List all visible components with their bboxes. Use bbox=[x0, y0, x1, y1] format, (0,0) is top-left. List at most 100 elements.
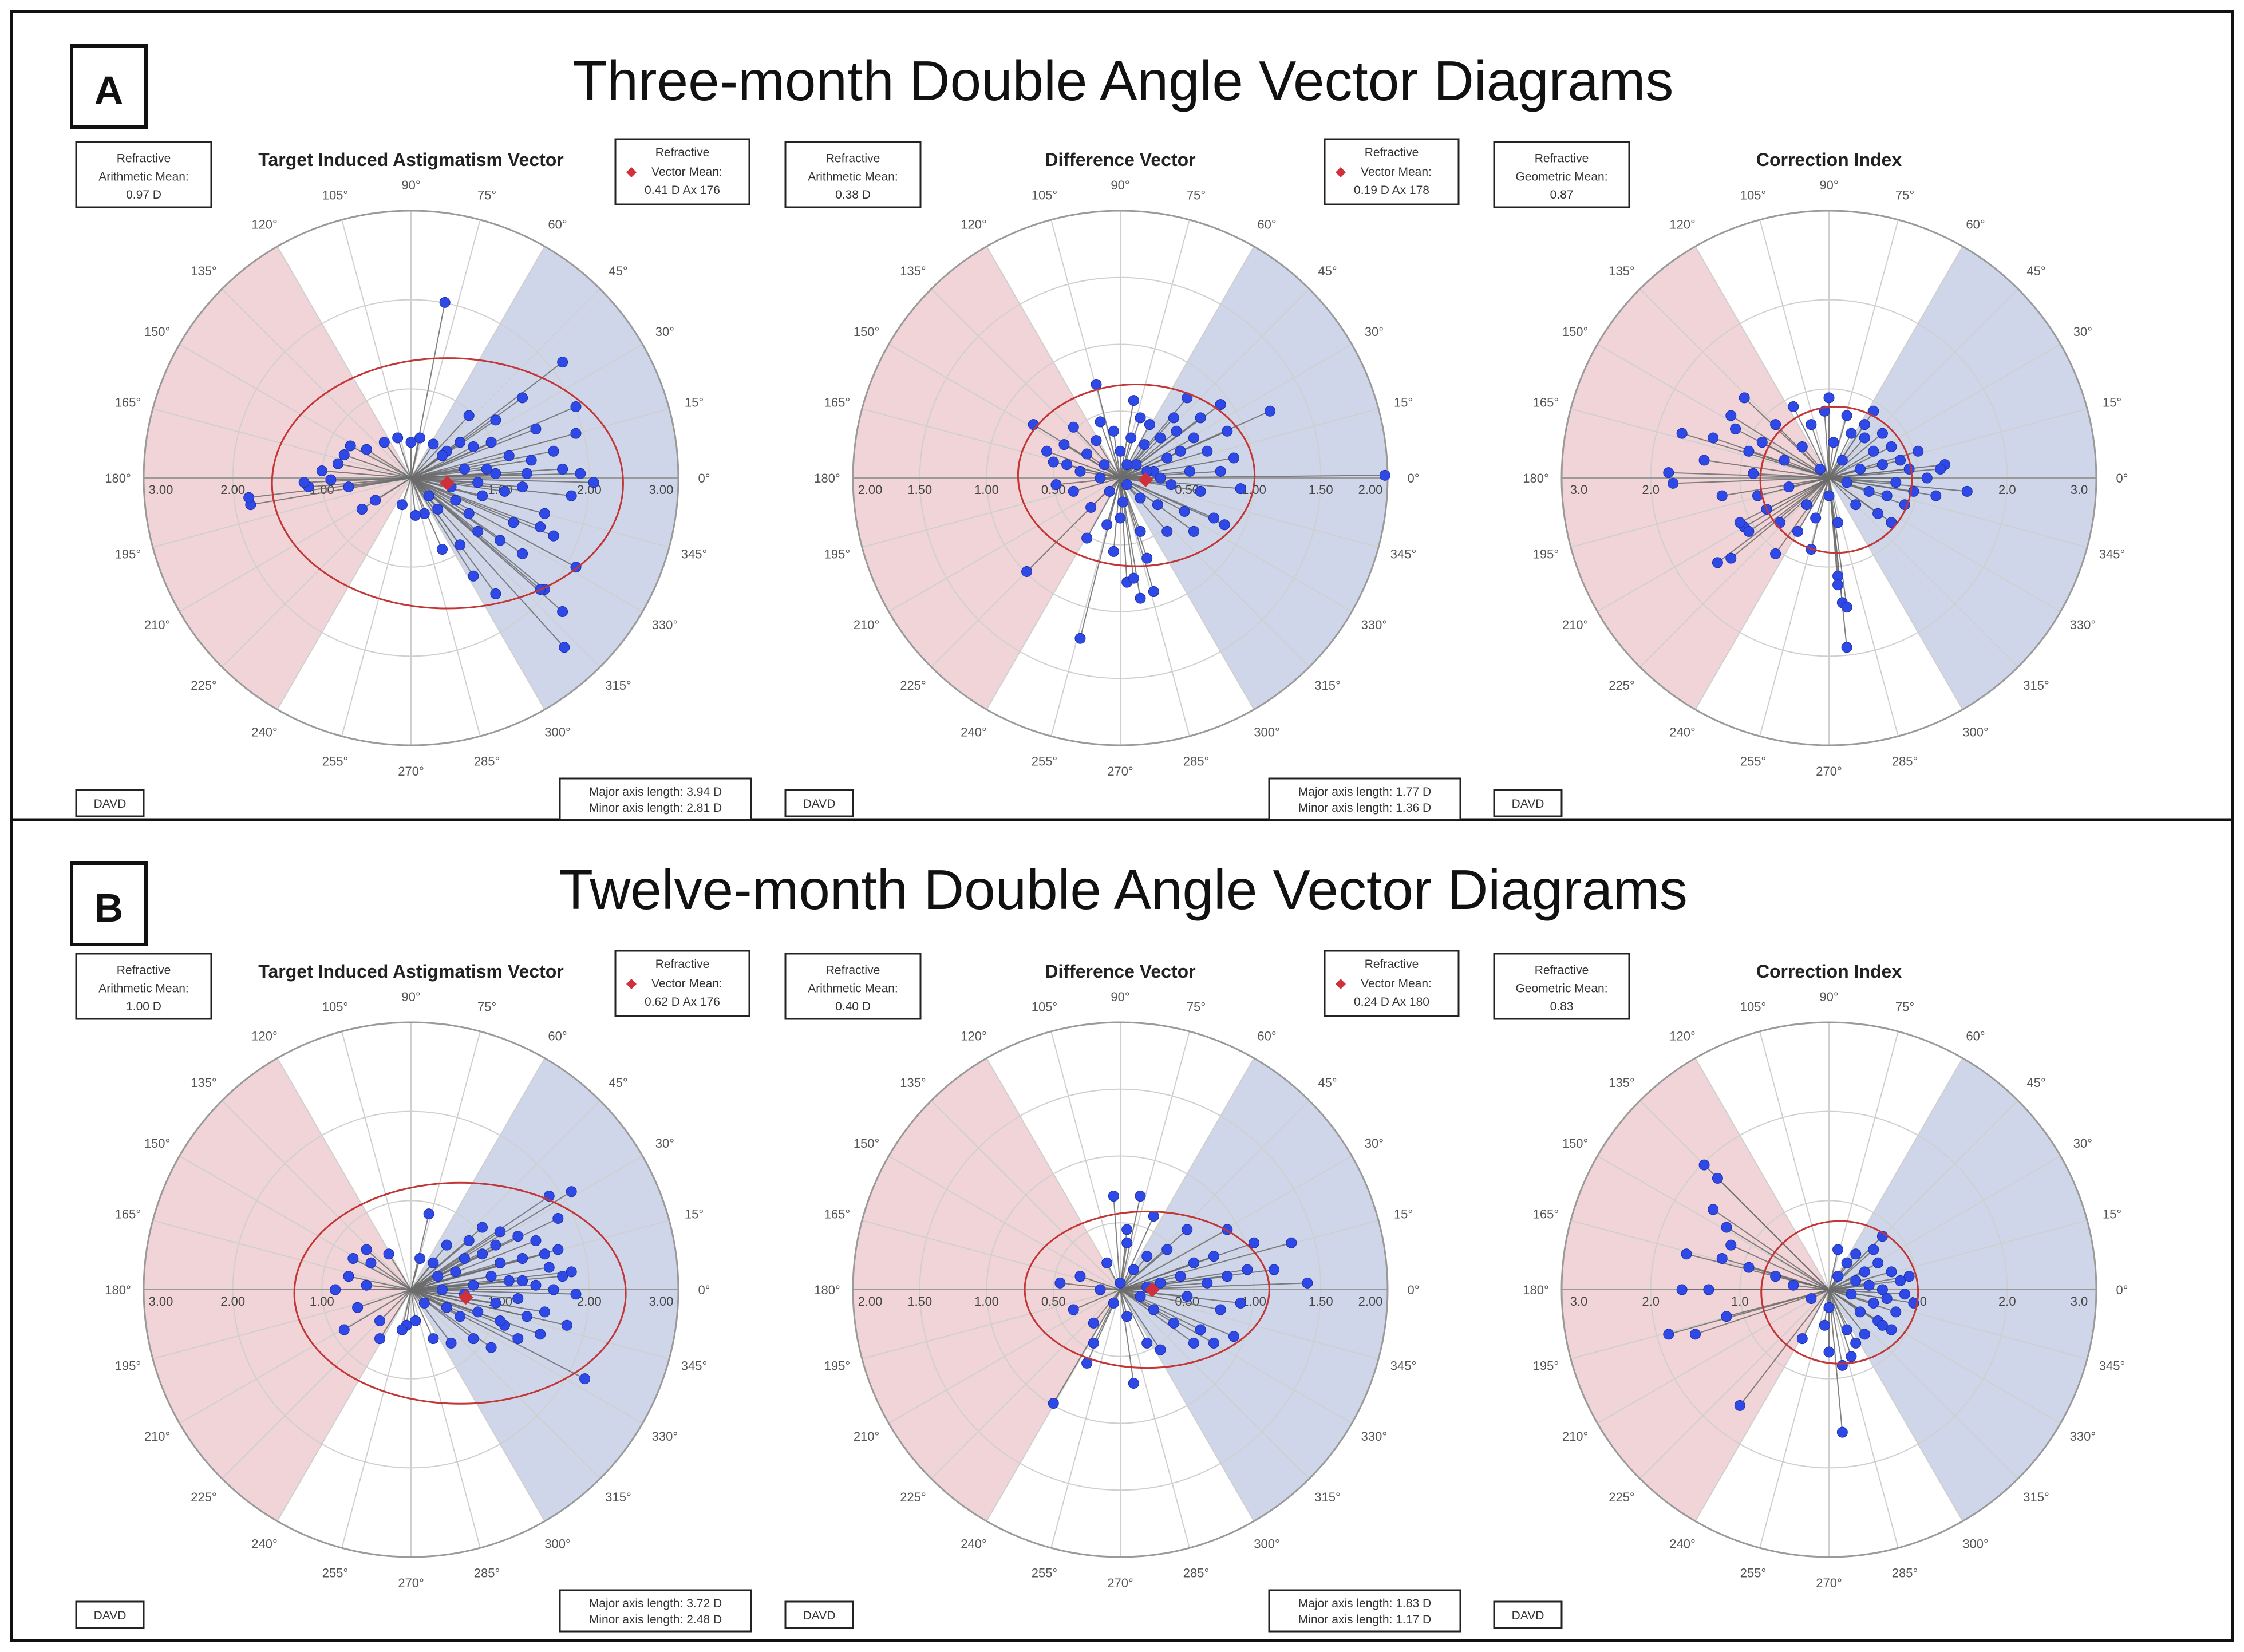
grid-spoke bbox=[1597, 1289, 1830, 1424]
vector-mean-line: Vector Mean: bbox=[651, 165, 722, 179]
data-point bbox=[1886, 441, 1897, 453]
vector-line bbox=[1120, 437, 1194, 479]
chart-three-month-3: 0° 15° 30° 45° 60° 75° 90° 105° 120° 135° 150° 165°… bbox=[1493, 141, 2128, 817]
data-point bbox=[477, 1248, 488, 1260]
data-point bbox=[1899, 1289, 1910, 1300]
vector-line bbox=[410, 477, 474, 576]
data-point bbox=[1135, 412, 1146, 424]
data-point bbox=[423, 1208, 434, 1220]
data-point bbox=[1182, 1291, 1193, 1302]
data-point bbox=[1155, 1344, 1166, 1355]
summary-box-frame bbox=[75, 141, 212, 208]
data-point bbox=[1850, 499, 1862, 511]
vector-line bbox=[410, 477, 505, 492]
radial-tick-label: 2.00 bbox=[220, 483, 245, 497]
confidence-ellipse bbox=[1017, 384, 1256, 567]
data-point bbox=[1876, 428, 1888, 439]
data-point bbox=[428, 1333, 439, 1345]
summary-box-line: Arithmetic Mean: bbox=[98, 170, 189, 183]
data-point bbox=[1128, 395, 1139, 406]
data-point bbox=[436, 544, 448, 555]
vector-line bbox=[410, 302, 446, 479]
angle-tick-label: 15° bbox=[1394, 1207, 1413, 1221]
angle-tick-label: 75° bbox=[1187, 188, 1206, 202]
data-point bbox=[1823, 490, 1835, 501]
summary-box-line: Arithmetic Mean: bbox=[808, 170, 898, 183]
data-point bbox=[1068, 421, 1079, 433]
data-point bbox=[1850, 1337, 1862, 1349]
vector-line bbox=[410, 1289, 500, 1322]
data-point bbox=[517, 392, 528, 404]
data-point bbox=[1131, 459, 1142, 471]
data-point bbox=[1141, 1337, 1153, 1349]
data-point bbox=[548, 445, 559, 457]
angle-tick-label: 180° bbox=[1523, 1283, 1549, 1297]
data-point bbox=[459, 1253, 470, 1264]
data-point bbox=[1716, 490, 1728, 501]
davd-box bbox=[1493, 1600, 1563, 1629]
angle-tick-label: 240° bbox=[251, 1536, 278, 1551]
grid-spoke bbox=[986, 1058, 1121, 1290]
grid-spoke bbox=[410, 1289, 546, 1521]
angle-tick-label: 60° bbox=[1966, 1029, 1985, 1044]
radial-tick-label: 1.50 bbox=[1309, 483, 1333, 497]
data-point bbox=[396, 499, 408, 511]
data-point bbox=[1846, 1289, 1857, 1300]
data-point bbox=[1846, 428, 1857, 439]
grid-spoke bbox=[341, 1031, 412, 1290]
angle-tick-label: 210° bbox=[854, 618, 880, 632]
grid-spoke bbox=[410, 1100, 600, 1290]
radial-tick-label: 2.0 bbox=[1998, 1294, 2016, 1309]
data-point bbox=[1141, 552, 1153, 564]
grid-spoke bbox=[152, 1220, 412, 1290]
data-point bbox=[1841, 642, 1852, 653]
grid-spoke bbox=[410, 477, 546, 710]
data-point bbox=[1115, 512, 1126, 524]
data-point bbox=[1155, 432, 1166, 444]
data-point bbox=[477, 490, 488, 501]
data-point bbox=[450, 1266, 461, 1278]
data-point bbox=[1184, 465, 1195, 477]
grid-spoke bbox=[1120, 477, 1379, 548]
data-point bbox=[1135, 525, 1146, 537]
data-point bbox=[1890, 477, 1902, 488]
summary-box-line: Refractive bbox=[826, 964, 880, 977]
angle-tick-label: 315° bbox=[1314, 1490, 1341, 1504]
grid-spoke bbox=[1120, 477, 1310, 667]
davd-box bbox=[75, 1600, 145, 1629]
data-point bbox=[512, 1293, 524, 1305]
data-point bbox=[1895, 1275, 1906, 1286]
data-point bbox=[472, 477, 484, 488]
angle-tick-label: 45° bbox=[2026, 1076, 2045, 1090]
grid-spoke bbox=[1120, 408, 1379, 479]
angle-tick-label: 285° bbox=[474, 1566, 500, 1580]
data-point bbox=[374, 1315, 386, 1326]
data-point bbox=[1788, 1279, 1799, 1291]
grid-spoke bbox=[1828, 477, 2061, 612]
angle-tick-label: 300° bbox=[544, 1536, 571, 1551]
angle-tick-label: 345° bbox=[2099, 547, 2126, 562]
data-point bbox=[1179, 505, 1190, 517]
data-point bbox=[1859, 1329, 1870, 1340]
vector-line bbox=[1073, 1289, 1121, 1310]
data-point bbox=[1139, 439, 1150, 450]
data-point bbox=[1050, 479, 1062, 491]
data-point bbox=[490, 1297, 501, 1309]
grid-spoke bbox=[410, 1289, 670, 1359]
data-point bbox=[1841, 1257, 1852, 1268]
data-point bbox=[1935, 463, 1946, 475]
data-point bbox=[1195, 485, 1206, 497]
vector-line bbox=[357, 1289, 412, 1309]
angle-tick-label: 225° bbox=[191, 678, 217, 693]
data-point bbox=[1058, 439, 1070, 450]
grid-spoke bbox=[1120, 1289, 1379, 1359]
data-point bbox=[414, 432, 426, 444]
data-point bbox=[1135, 592, 1146, 604]
vector-line bbox=[1828, 1285, 1870, 1290]
data-point bbox=[1881, 490, 1893, 501]
angle-tick-label: 255° bbox=[1032, 754, 1058, 769]
vector-line bbox=[1744, 477, 1830, 528]
vector-line bbox=[1828, 1249, 1839, 1290]
angle-tick-label: 105° bbox=[322, 188, 349, 202]
data-point bbox=[1095, 416, 1106, 428]
